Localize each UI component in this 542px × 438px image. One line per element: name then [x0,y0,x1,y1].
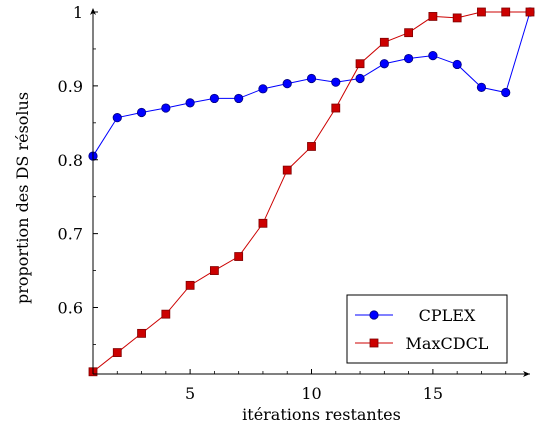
legend-label-maxcdcl: MaxCDCL [406,334,489,353]
point-maxcdcl [185,280,195,290]
legend-marker-cplex [369,310,379,320]
series-line-cplex [92,11,531,157]
point-cplex [331,77,341,87]
legend-label-cplex: CPLEX [419,306,476,325]
point-cplex [476,82,487,92]
legend-marker-maxcdcl [369,338,379,348]
point-cplex [355,73,365,84]
point-maxcdcl [501,7,511,17]
axes: 5 10 15 0.6 0.7 0.8 0.9 1 [58,3,530,403]
point-maxcdcl [234,252,244,261]
point-maxcdcl [112,348,122,357]
y-tick-label: 0.9 [58,77,83,96]
plot-area [88,7,535,377]
point-maxcdcl [404,28,414,38]
point-cplex [136,107,147,118]
point-maxcdcl [477,7,486,17]
point-cplex [379,59,389,69]
point-maxcdcl [258,218,268,228]
x-tick-label: 15 [423,384,443,403]
point-maxcdcl [452,13,462,23]
y-axis-label: proportion des DS résolus [13,92,32,304]
point-maxcdcl [161,309,171,319]
point-maxcdcl [282,165,292,175]
point-cplex [258,84,268,94]
point-maxcdcl [355,59,365,69]
point-cplex [501,87,511,98]
point-cplex [452,59,462,70]
point-cplex [185,98,195,108]
point-cplex [282,79,292,89]
x-tick-label: 5 [185,384,195,403]
point-maxcdcl [137,328,146,338]
y-tick-label: 0.7 [58,225,83,244]
point-cplex [404,53,414,64]
point-cplex [209,93,219,104]
point-maxcdcl [307,142,316,151]
x-tick-label: 10 [301,384,321,403]
point-maxcdcl [379,37,389,47]
point-cplex [161,103,171,113]
x-axis-label: itérations restantes [242,405,401,424]
point-maxcdcl [209,266,219,275]
point-cplex [234,93,244,104]
x-axis-arrow [523,371,530,377]
point-maxcdcl [428,12,438,21]
point-maxcdcl [331,103,341,113]
point-cplex [306,73,317,84]
y-tick-label: 0.6 [58,299,83,318]
point-maxcdcl [525,7,535,17]
point-cplex [428,50,438,61]
legend-box [346,294,508,364]
y-tick-label: 1 [73,3,83,22]
point-cplex [112,113,122,123]
y-tick-label: 0.8 [58,151,83,170]
legend: CPLEX MaxCDCL [346,294,508,364]
